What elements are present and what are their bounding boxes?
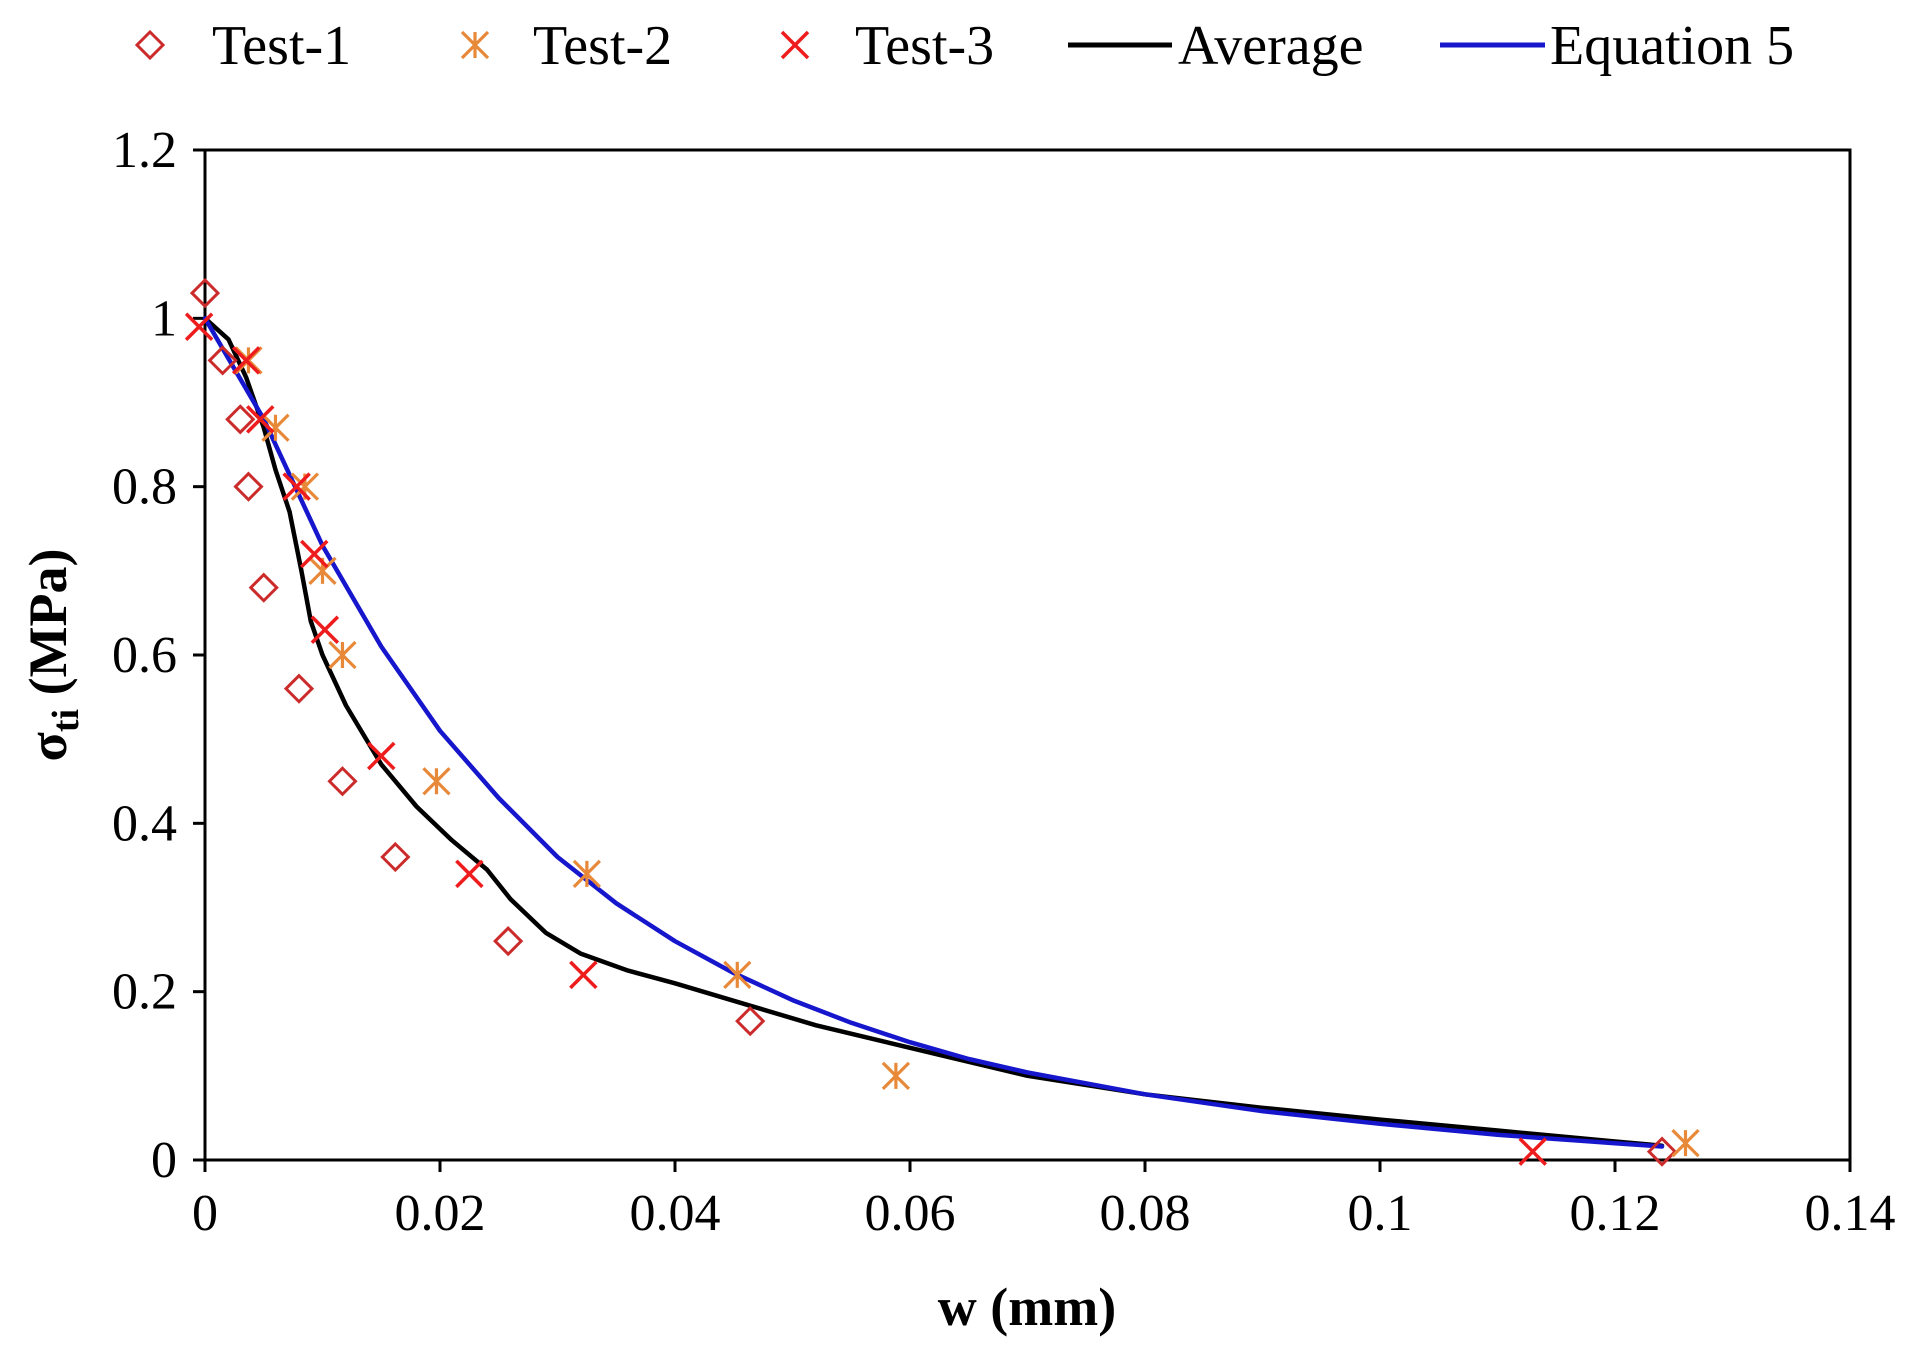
point-test-2-strokes xyxy=(261,413,290,442)
series-markers xyxy=(184,277,1700,1167)
point-test-2-strokes xyxy=(422,767,451,796)
plot-area-frame xyxy=(203,148,1852,1162)
point-test-3-strokes xyxy=(245,405,275,434)
point-test-2 xyxy=(723,960,752,989)
x-tick-label: 0.1 xyxy=(1348,1185,1413,1242)
legend: Test-1 Test-2 Test-3 Average Equation 5 xyxy=(134,15,1794,77)
legend-item-equation-5: Equation 5 xyxy=(1440,15,1794,77)
point-test-2-strokes xyxy=(572,859,602,888)
point-test-1 xyxy=(225,404,256,435)
legend-swatch-test-2 xyxy=(460,30,490,60)
x-tick-label: 0.12 xyxy=(1570,1185,1661,1242)
point-test-1 xyxy=(207,345,238,376)
y-axis-title-symbol: σ xyxy=(18,732,78,762)
y-tick-label: 1.2 xyxy=(112,122,177,179)
x-axis-title: w (mm) xyxy=(938,1277,1116,1337)
point-test-1 xyxy=(283,673,315,704)
point-test-1 xyxy=(493,926,524,957)
point-test-3 xyxy=(184,312,214,341)
point-test-3 xyxy=(310,615,340,644)
point-test-3-strokes xyxy=(184,312,214,341)
legend-label-test-1: Test-1 xyxy=(212,15,351,77)
series-line-equation-5 xyxy=(202,316,1665,1149)
point-test-3 xyxy=(300,539,329,569)
point-test-3-strokes xyxy=(455,859,484,889)
y-tick-label: 0.2 xyxy=(112,964,177,1021)
legend-swatch-test-3 xyxy=(780,30,810,60)
point-test-3-strokes xyxy=(569,960,598,990)
point-test-1 xyxy=(233,471,264,502)
x-tick-label: 0.04 xyxy=(630,1185,721,1242)
point-test-3-strokes xyxy=(367,741,396,771)
point-test-1 xyxy=(380,841,411,873)
legend-item-test-3: Test-3 xyxy=(780,15,994,77)
point-test-3-strokes xyxy=(231,346,261,375)
legend-swatch-test-3-strokes xyxy=(780,30,810,60)
y-axis-title-unit: (MPa) xyxy=(18,548,78,708)
point-test-2 xyxy=(1671,1129,1700,1158)
point-test-3-strokes xyxy=(300,539,329,569)
point-test-1 xyxy=(1646,1136,1678,1167)
point-test-3 xyxy=(367,741,396,771)
point-test-1 xyxy=(327,766,358,797)
y-axis-title-subscript: ti xyxy=(45,709,87,732)
point-test-2 xyxy=(328,640,357,670)
point-test-3-strokes xyxy=(282,472,311,501)
point-test-2-strokes xyxy=(1671,1129,1700,1158)
point-test-2-strokes xyxy=(723,960,752,989)
legend-swatch-test-1 xyxy=(134,29,166,61)
legend-item-average: Average xyxy=(1068,15,1364,77)
legend-swatch-test-2-strokes xyxy=(460,30,490,60)
point-test-1 xyxy=(189,277,221,309)
point-test-3 xyxy=(1518,1137,1547,1166)
x-tick-label: 0.02 xyxy=(395,1185,486,1242)
point-test-2 xyxy=(261,413,290,442)
legend-label-test-3: Test-3 xyxy=(855,15,994,77)
point-test-2 xyxy=(881,1061,911,1090)
series-test-3 xyxy=(184,312,1547,1166)
series-test-2 xyxy=(234,346,1700,1158)
point-test-3 xyxy=(231,346,261,375)
legend-label-equation-5: Equation 5 xyxy=(1550,15,1794,77)
point-test-2 xyxy=(572,859,602,888)
x-tick-label: 0.14 xyxy=(1805,1185,1896,1242)
x-tick-label: 0.08 xyxy=(1100,1185,1191,1242)
x-tick-label: 0 xyxy=(192,1185,218,1242)
point-test-3-strokes xyxy=(310,615,340,644)
point-test-3 xyxy=(455,859,484,889)
legend-item-test-2: Test-2 xyxy=(460,15,672,77)
legend-item-test-1: Test-1 xyxy=(134,15,351,77)
y-axis-title: σti (MPa) xyxy=(18,548,87,761)
point-test-1 xyxy=(735,1006,766,1037)
y-tick-label: 0 xyxy=(151,1132,177,1189)
y-tick-label: 0.4 xyxy=(112,795,177,852)
y-tick-label: 0.8 xyxy=(112,459,177,516)
axis-ticks: 0 0.02 0.04 0.06 0.08 0.1 0.12 0.14 0 0.2 0.4 0.6 0.… xyxy=(112,122,1896,1242)
y-tick-label: 0.6 xyxy=(112,627,177,684)
series-lines xyxy=(202,316,1665,1149)
legend-label-average: Average xyxy=(1178,15,1364,77)
point-test-1 xyxy=(248,572,279,603)
x-tick-label: 0.06 xyxy=(865,1185,956,1242)
point-test-2-strokes xyxy=(881,1061,911,1090)
legend-label-test-2: Test-2 xyxy=(533,15,672,77)
point-test-2 xyxy=(422,767,451,796)
series-test-1 xyxy=(189,277,1678,1167)
point-test-3 xyxy=(245,405,275,434)
point-test-3 xyxy=(282,472,311,501)
point-test-3 xyxy=(569,960,598,990)
point-test-3-strokes xyxy=(1518,1137,1547,1166)
series-line-average xyxy=(202,316,1665,1148)
y-tick-label: 1 xyxy=(151,290,177,347)
point-test-2-strokes xyxy=(328,640,357,670)
